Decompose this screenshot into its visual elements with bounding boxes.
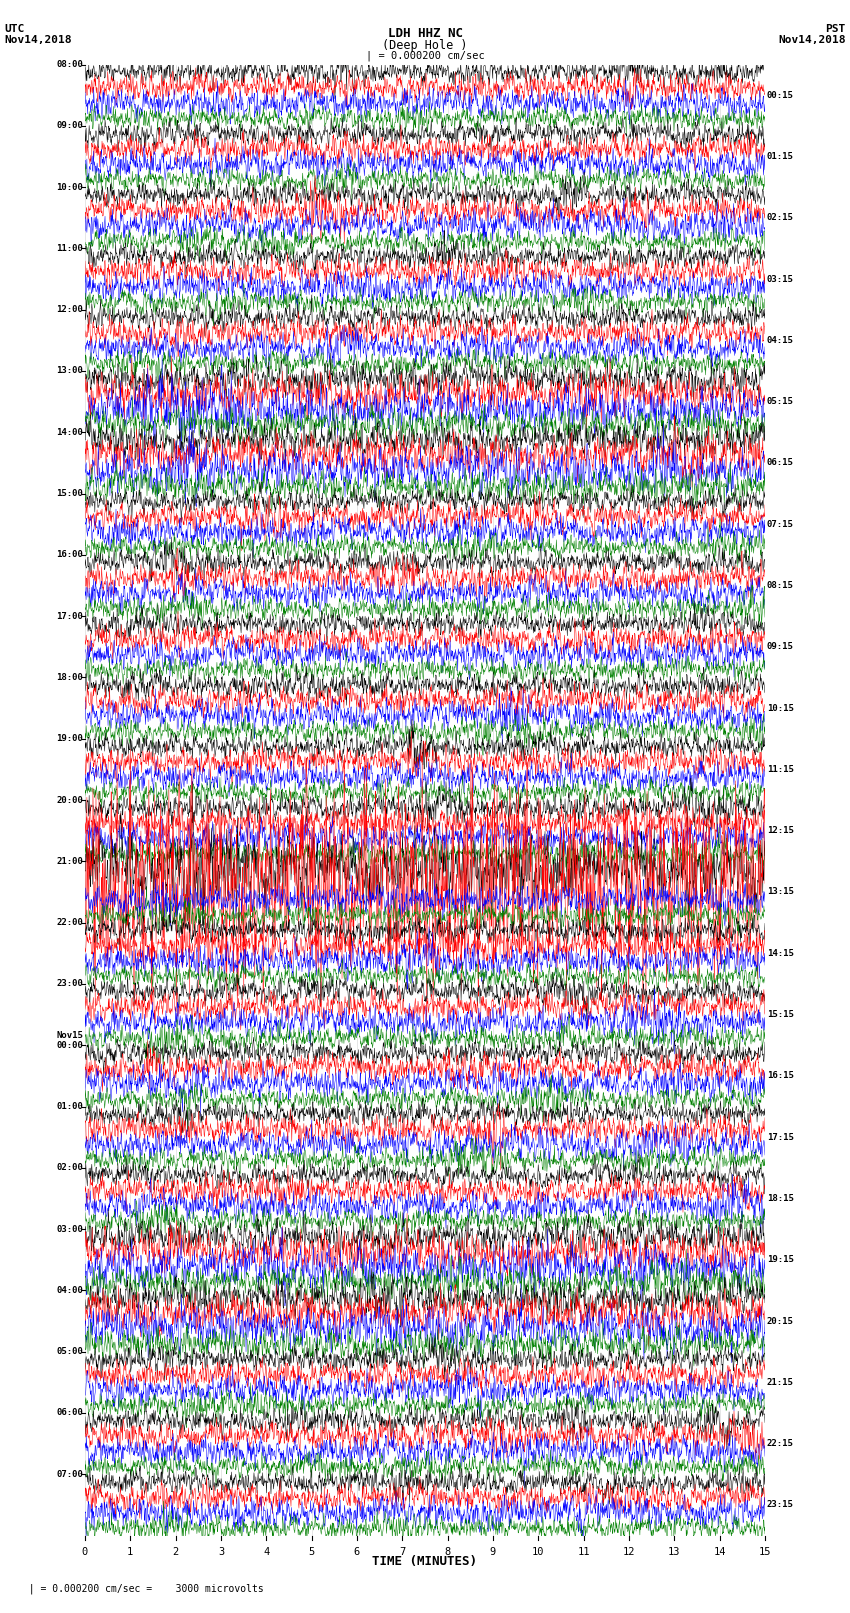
Text: 0: 0 [82,1547,88,1557]
Text: LDH HHZ NC: LDH HHZ NC [388,27,462,40]
Text: (Deep Hole ): (Deep Hole ) [382,39,468,52]
Text: 03:15: 03:15 [767,274,794,284]
Text: 13: 13 [668,1547,681,1557]
Text: 19:00: 19:00 [56,734,83,744]
Text: 07:15: 07:15 [767,519,794,529]
Text: | = 0.000200 cm/sec: | = 0.000200 cm/sec [366,50,484,61]
Text: 09:00: 09:00 [56,121,83,131]
Text: 22:15: 22:15 [767,1439,794,1448]
Text: 4: 4 [264,1547,269,1557]
Text: 19:15: 19:15 [767,1255,794,1265]
Text: 12:15: 12:15 [767,826,794,836]
Text: 15:15: 15:15 [767,1010,794,1019]
Text: 17:15: 17:15 [767,1132,794,1142]
Text: 5: 5 [309,1547,314,1557]
Text: TIME (MINUTES): TIME (MINUTES) [372,1555,478,1568]
Text: 1: 1 [128,1547,133,1557]
Text: 09:15: 09:15 [767,642,794,652]
Text: 05:00: 05:00 [56,1347,83,1357]
Text: 12:00: 12:00 [56,305,83,315]
Text: Nov14,2018: Nov14,2018 [4,35,71,45]
Text: 02:15: 02:15 [767,213,794,223]
Text: 6: 6 [354,1547,360,1557]
Text: 11: 11 [577,1547,590,1557]
Text: 06:15: 06:15 [767,458,794,468]
Text: 14:15: 14:15 [767,948,794,958]
Text: 18:15: 18:15 [767,1194,794,1203]
Text: 11:00: 11:00 [56,244,83,253]
Text: 11:15: 11:15 [767,765,794,774]
Text: 10: 10 [532,1547,545,1557]
Text: 15: 15 [759,1547,771,1557]
Text: 14:00: 14:00 [56,427,83,437]
Text: 02:00: 02:00 [56,1163,83,1173]
Text: 10:00: 10:00 [56,182,83,192]
Text: 04:15: 04:15 [767,336,794,345]
Text: 7: 7 [400,1547,405,1557]
Text: 00:00: 00:00 [56,1040,83,1050]
Text: 05:15: 05:15 [767,397,794,406]
Text: 00:15: 00:15 [767,90,794,100]
Text: 01:00: 01:00 [56,1102,83,1111]
Text: 06:00: 06:00 [56,1408,83,1418]
Text: PST: PST [825,24,846,34]
Text: 20:15: 20:15 [767,1316,794,1326]
Text: 9: 9 [490,1547,496,1557]
Text: 8: 8 [445,1547,450,1557]
Text: 17:00: 17:00 [56,611,83,621]
Text: 12: 12 [623,1547,635,1557]
Text: 07:00: 07:00 [56,1469,83,1479]
Text: 04:00: 04:00 [56,1286,83,1295]
Text: 22:00: 22:00 [56,918,83,927]
Text: 3: 3 [218,1547,224,1557]
Text: UTC: UTC [4,24,25,34]
Text: 16:00: 16:00 [56,550,83,560]
Text: 23:15: 23:15 [767,1500,794,1510]
Text: 03:00: 03:00 [56,1224,83,1234]
Text: 01:15: 01:15 [767,152,794,161]
Text: 21:15: 21:15 [767,1378,794,1387]
Text: 18:00: 18:00 [56,673,83,682]
Text: 10:15: 10:15 [767,703,794,713]
Text: 13:00: 13:00 [56,366,83,376]
Text: 20:00: 20:00 [56,795,83,805]
Text: 08:00: 08:00 [56,60,83,69]
Text: 16:15: 16:15 [767,1071,794,1081]
Text: 2: 2 [173,1547,178,1557]
Text: 13:15: 13:15 [767,887,794,897]
Text: 08:15: 08:15 [767,581,794,590]
Text: 23:00: 23:00 [56,979,83,989]
Text: 14: 14 [713,1547,726,1557]
Text: 15:00: 15:00 [56,489,83,498]
Text: 21:00: 21:00 [56,857,83,866]
Text: | = 0.000200 cm/sec =    3000 microvolts: | = 0.000200 cm/sec = 3000 microvolts [17,1582,264,1594]
Text: Nov14,2018: Nov14,2018 [779,35,846,45]
Text: Nov15: Nov15 [56,1031,83,1040]
